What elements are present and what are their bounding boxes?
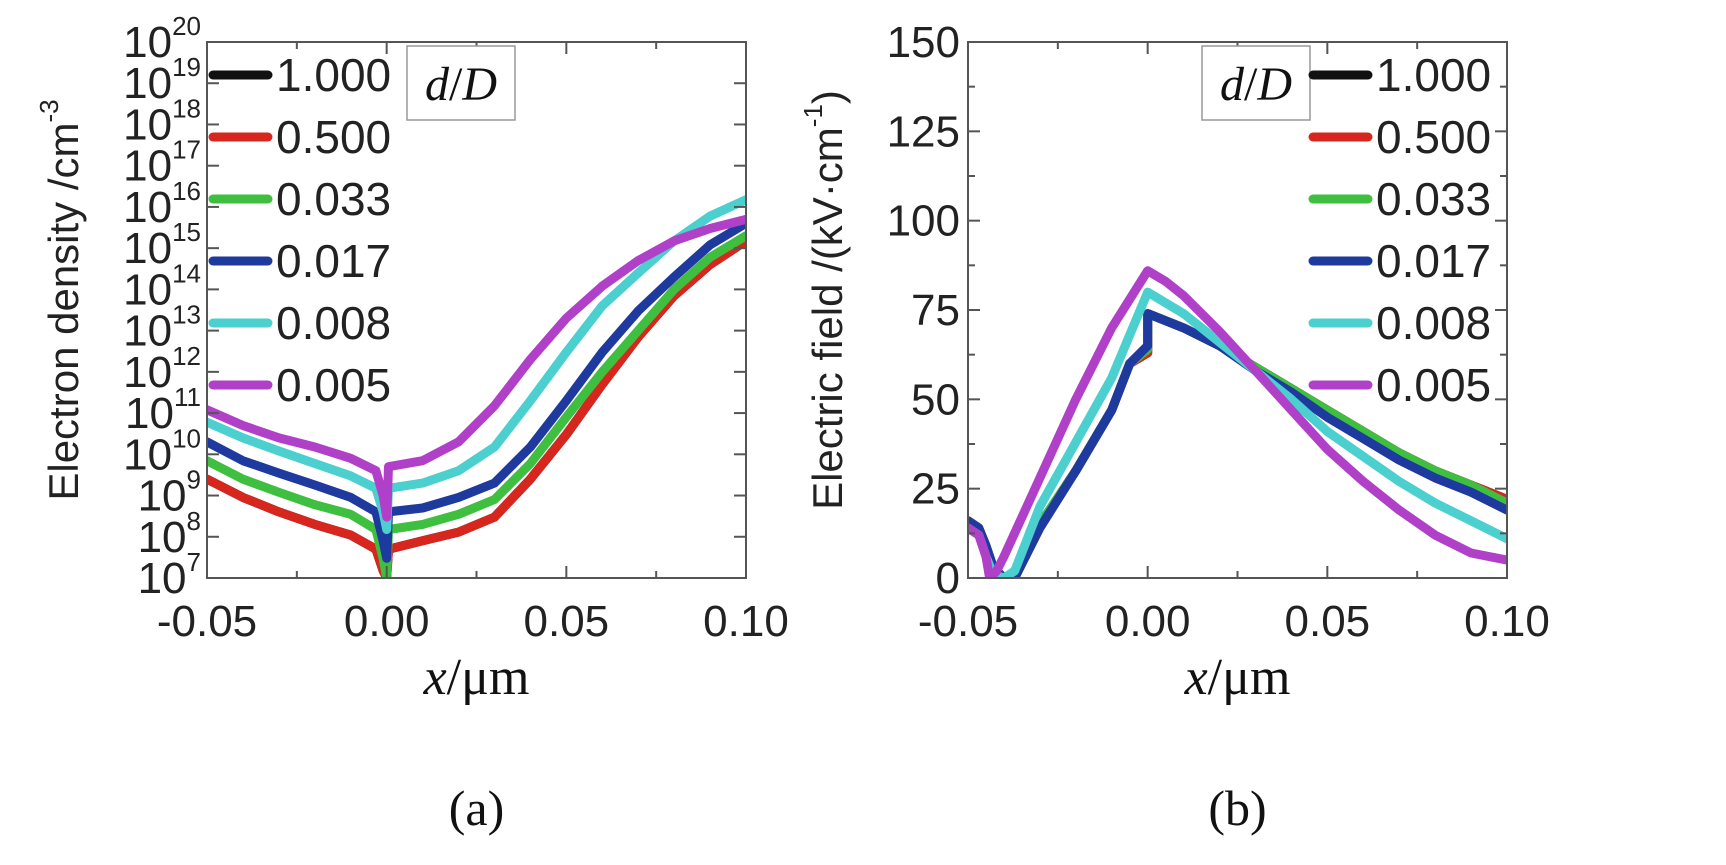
x-tick-label: 0.00 bbox=[1105, 597, 1191, 646]
y-tick-label: 0 bbox=[936, 554, 960, 603]
series-line-0-008 bbox=[207, 195, 746, 534]
y-tick-label: 125 bbox=[887, 107, 960, 156]
legend-title: d/D bbox=[425, 58, 497, 111]
x-tick-label: 0.05 bbox=[524, 597, 610, 646]
legend-title: d/D bbox=[1220, 58, 1292, 111]
panel-label: (b) bbox=[1208, 780, 1266, 836]
y-tick-label: 100 bbox=[887, 197, 960, 246]
legend: d/D 1.000 0.500 0.033 0.017 0.008 0.005 bbox=[208, 45, 516, 411]
y-tick-label: 1012 bbox=[123, 341, 201, 397]
series-line-0-017 bbox=[207, 218, 746, 563]
legend-label: 0.005 bbox=[276, 359, 391, 411]
y-tick-label: 1020 bbox=[123, 11, 201, 67]
series-line-0-005 bbox=[968, 266, 1507, 578]
x-tick-label: 0.05 bbox=[1285, 597, 1371, 646]
series-line-0-033 bbox=[207, 231, 746, 578]
x-axis-label: x/μm bbox=[1184, 649, 1291, 706]
legend-label: 0.008 bbox=[276, 297, 391, 349]
legend-label: 0.033 bbox=[1376, 173, 1491, 225]
y-tick-label: 109 bbox=[138, 465, 201, 521]
y-tick-label: 150 bbox=[887, 18, 960, 67]
legend-label: 0.500 bbox=[1376, 111, 1491, 163]
panel-b-electric-field-chart: -0.05 0.00 0.05 0.10 0 25 50 75 100 125 150 Electri… bbox=[798, 18, 1550, 836]
y-tick-label: 108 bbox=[138, 506, 201, 562]
series-line-0-005 bbox=[207, 214, 746, 522]
legend-label: 0.017 bbox=[276, 235, 391, 287]
legend-label: 0.033 bbox=[276, 173, 391, 225]
y-tick-label: 1016 bbox=[123, 176, 201, 232]
y-tick-label: 1011 bbox=[125, 382, 201, 438]
x-tick-label: 0.00 bbox=[344, 597, 430, 646]
y-tick-label: 1019 bbox=[123, 52, 201, 108]
legend-label: 0.017 bbox=[1376, 235, 1491, 287]
y-axis-label: Electron density /cm-3 bbox=[34, 99, 87, 500]
panel-a-electron-density-chart: -0.05 0.00 0.05 0.1010710810910101011101210… bbox=[34, 11, 789, 836]
y-tick-label: 1013 bbox=[123, 300, 201, 356]
y-axis-label: Electric field /(kV·cm-1) bbox=[798, 90, 851, 510]
x-tick-label: 0.10 bbox=[1464, 597, 1550, 646]
x-tick-label: 0.10 bbox=[703, 597, 789, 646]
y-tick-label: 50 bbox=[911, 375, 960, 424]
legend-label: 0.500 bbox=[276, 111, 391, 163]
y-tick-label: 25 bbox=[911, 465, 960, 514]
y-tick-label: 1010 bbox=[123, 423, 201, 479]
legend-label: 1.000 bbox=[1376, 49, 1491, 101]
legend-title-box bbox=[1201, 45, 1311, 121]
y-tick-label: 1014 bbox=[123, 258, 201, 314]
legend-label: 0.008 bbox=[1376, 297, 1491, 349]
series-line-0-008 bbox=[968, 287, 1507, 578]
legend: d/D 1.000 0.500 0.033 0.017 0.008 0.005 bbox=[1201, 45, 1491, 411]
y-tick-label: 107 bbox=[138, 547, 201, 603]
y-tick-label: 1018 bbox=[123, 93, 201, 149]
legend-label: 1.000 bbox=[276, 49, 391, 101]
y-tick-label: 1017 bbox=[123, 135, 201, 191]
legend-label: 0.005 bbox=[1376, 359, 1491, 411]
y-tick-label: 75 bbox=[911, 286, 960, 335]
x-axis-label: x/μm bbox=[423, 649, 530, 706]
panel-label: (a) bbox=[449, 780, 505, 836]
x-tick-label: -0.05 bbox=[918, 597, 1018, 646]
series-lines bbox=[207, 195, 746, 578]
series-lines bbox=[968, 266, 1507, 578]
x-tick-label: -0.05 bbox=[157, 597, 257, 646]
legend-title-box bbox=[406, 45, 516, 121]
y-tick-label: 1015 bbox=[123, 217, 201, 273]
